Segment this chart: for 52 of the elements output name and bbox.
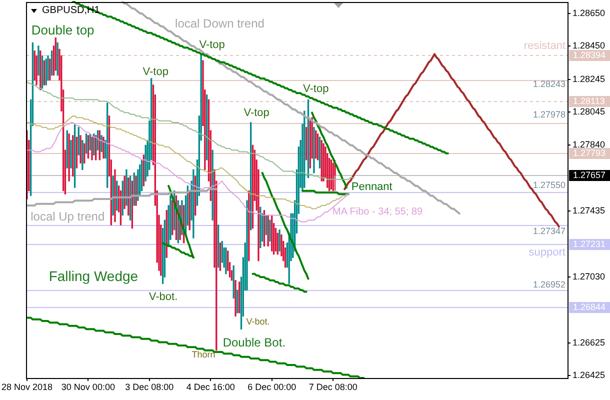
x-tick-label: 30 Nov 00:00	[61, 382, 115, 392]
x-tick-label: 3 Dec 08:00	[125, 382, 174, 392]
annotation: Pennant	[351, 181, 392, 194]
annotation: V-top	[244, 106, 270, 119]
ref-line-label: 1.27793	[573, 148, 606, 158]
candlestick	[269, 220, 271, 242]
candlestick	[265, 214, 267, 236]
y-tick-label: 1.26625	[572, 337, 606, 348]
x-tick-label: 6 Dec 00:00	[248, 382, 296, 392]
candlestick	[84, 143, 86, 164]
candlestick	[85, 134, 88, 154]
annotation: 1.28243	[532, 79, 566, 90]
x-tick-label: 28 Nov 2018	[1, 382, 52, 392]
annotation: V-bot.	[246, 316, 270, 326]
candlestick	[334, 159, 336, 192]
annotation: 1.27978	[532, 109, 566, 120]
ref-line-label: 1.27231	[573, 238, 606, 249]
y-tick-label: 1.27435	[572, 206, 606, 216]
ref-line-label: 1.28113	[573, 96, 605, 106]
y-tick-label: 1.28650	[572, 8, 606, 18]
annotation: MA Fibo - 34; 55; 89	[332, 206, 424, 218]
candlestick	[93, 133, 95, 156]
annotation: V-bot.	[148, 290, 178, 303]
y-tick-label: 1.27030	[572, 272, 606, 282]
annotation: 1.26952	[532, 279, 566, 290]
annotation: Double Bot.	[222, 335, 286, 350]
ref-line-label: 1.26844	[573, 302, 606, 312]
annotation: V-top	[303, 83, 329, 96]
y-tick-label: 1.26425	[572, 370, 606, 380]
candlestick	[49, 58, 51, 81]
annotation: 1.27347	[532, 226, 566, 236]
y-tick-label: 1.28450	[572, 40, 606, 50]
candlestick	[87, 135, 90, 159]
annotation: Falling Wedge	[48, 268, 138, 284]
ref-line-label: 1.28394	[573, 50, 606, 60]
y-tick-label: 1.28045	[572, 106, 606, 116]
annotation: V-top	[142, 66, 168, 78]
annotation: local Up trend	[30, 210, 105, 224]
annotation: local Down trend	[175, 16, 264, 30]
annotation: 1.27550	[532, 180, 566, 190]
y-tick-label: 1.27840	[572, 140, 606, 150]
y-tick-label: 1.28245	[572, 74, 606, 84]
x-tick-label: 4 Dec 16:00	[186, 382, 235, 392]
candlestick	[236, 290, 238, 314]
annotation: V-top	[199, 39, 225, 52]
annotation: Double top	[31, 22, 94, 38]
annotation: Thorn	[192, 349, 216, 360]
ref-line-label: 1.27657	[573, 170, 606, 180]
annotation: support	[528, 246, 566, 258]
candlestick	[278, 229, 280, 252]
x-tick-label: 7 Dec 08:00	[308, 382, 358, 392]
annotation: resistant	[524, 40, 566, 52]
